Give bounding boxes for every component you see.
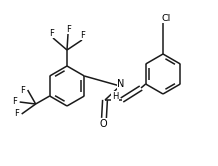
Text: F: F	[20, 85, 25, 94]
Text: F: F	[66, 25, 72, 34]
Text: F: F	[49, 29, 54, 38]
Text: Cl: Cl	[161, 13, 171, 23]
Text: F: F	[14, 110, 19, 119]
Text: F: F	[12, 97, 17, 107]
Text: H: H	[112, 91, 118, 100]
Text: F: F	[81, 31, 85, 40]
Text: O: O	[99, 119, 107, 129]
Text: N: N	[117, 79, 125, 89]
